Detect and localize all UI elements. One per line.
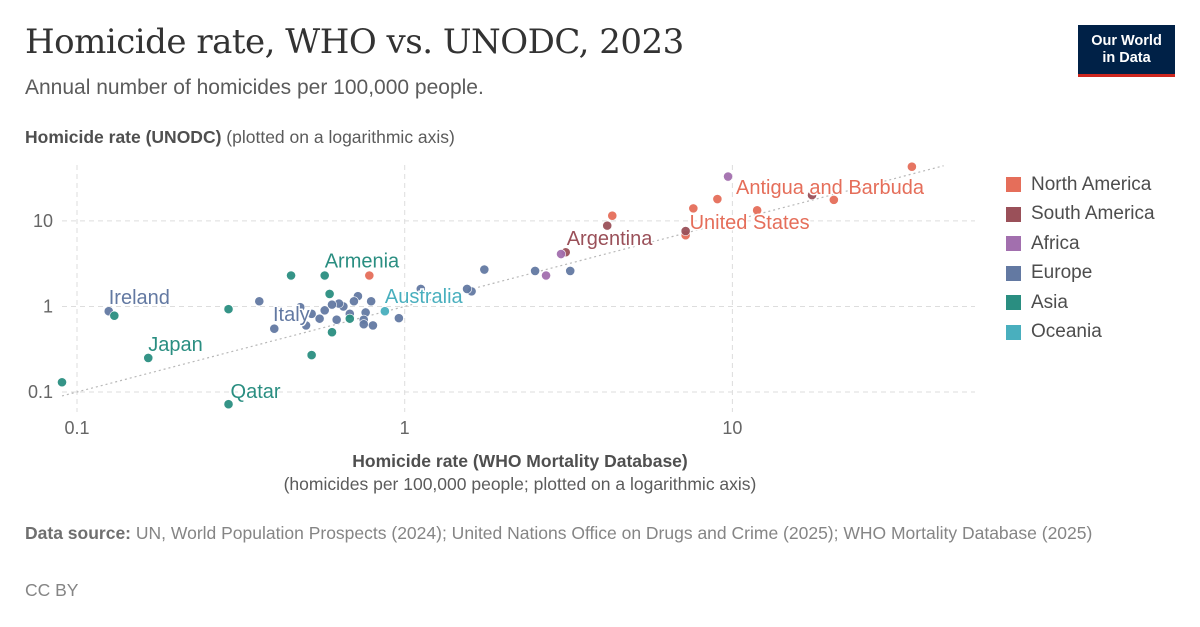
- y-tick-label: 0.1: [28, 382, 53, 402]
- data-point-asia[interactable]: [344, 313, 355, 324]
- data-point-north-america[interactable]: [828, 194, 839, 205]
- x-tick-label: 0.1: [64, 418, 89, 438]
- data-source: Data source: UN, World Population Prospe…: [25, 522, 1165, 546]
- data-point-europe[interactable]: [479, 264, 490, 275]
- data-point-asia[interactable]: [324, 289, 335, 299]
- logo-line-2: in Data: [1102, 50, 1151, 66]
- point-label-qatar: Qatar: [231, 381, 281, 403]
- legend-item-europe[interactable]: Europe: [1006, 259, 1155, 289]
- data-point-asia[interactable]: [327, 327, 337, 338]
- data-point-north-america[interactable]: [712, 194, 723, 204]
- y-axis-label: Homicide rate (UNODC) (plotted on a loga…: [25, 127, 455, 148]
- y-axis-label-note: (plotted on a logarithmic axis): [226, 127, 455, 147]
- reference-line-y-equals-x: [61, 165, 944, 397]
- data-point-europe[interactable]: [295, 302, 306, 313]
- point-label-italy: Italy: [273, 304, 310, 326]
- point-label-ireland: Ireland: [109, 287, 170, 309]
- point-label-argentina: Argentina: [567, 228, 653, 250]
- x-tick-label: 1: [400, 418, 410, 438]
- legend-item-africa[interactable]: Africa: [1006, 229, 1155, 259]
- data-point-north-america[interactable]: [906, 161, 917, 172]
- legend-swatch: [1006, 324, 1021, 340]
- data-point-asia[interactable]: [286, 270, 296, 281]
- legend-label: Africa: [1031, 232, 1080, 254]
- data-point-asia[interactable]: [57, 377, 67, 388]
- data-point-europe[interactable]: [319, 305, 330, 316]
- legend-item-asia[interactable]: Asia: [1006, 288, 1155, 318]
- data-point-asia[interactable]: [223, 399, 234, 410]
- chart-subtitle: Annual number of homicides per 100,000 p…: [25, 76, 484, 99]
- legend: North America South America Africa Europe As…: [1006, 170, 1155, 347]
- legend-swatch: [1006, 265, 1021, 281]
- data-point-oceania[interactable]: [379, 306, 390, 317]
- chart-title: Homicide rate, WHO vs. UNODC, 2023: [25, 22, 684, 62]
- data-point-north-america[interactable]: [688, 203, 699, 214]
- point-labels: Antigua and Barbuda United States Argentin…: [107, 176, 926, 405]
- legend-label: Europe: [1031, 262, 1093, 284]
- data-point-europe[interactable]: [269, 323, 280, 334]
- legend-label: North America: [1031, 173, 1152, 195]
- x-axis-label-bold: Homicide rate (WHO Mortality Database): [352, 451, 688, 471]
- data-point-africa[interactable]: [541, 270, 551, 281]
- data-point-europe[interactable]: [327, 299, 337, 310]
- legend-item-oceania[interactable]: Oceania: [1006, 318, 1155, 348]
- data-point-asia[interactable]: [319, 270, 330, 281]
- point-label-australia: Australia: [385, 286, 464, 308]
- x-axis-label-note: (homicides per 100,000 people; plotted o…: [283, 474, 757, 494]
- legend-label: South America: [1031, 203, 1155, 225]
- legend-item-north-america[interactable]: North America: [1006, 170, 1155, 200]
- data-point-north-america[interactable]: [752, 205, 763, 216]
- legend-swatch: [1006, 236, 1021, 252]
- data-point-europe[interactable]: [306, 308, 317, 319]
- data-point-south-america[interactable]: [807, 190, 817, 201]
- data-point-asia[interactable]: [306, 350, 317, 360]
- data-point-europe[interactable]: [368, 320, 378, 331]
- data-point-asia[interactable]: [223, 304, 234, 315]
- legend-label: Oceania: [1031, 321, 1102, 343]
- y-tick-label: 10: [33, 211, 53, 231]
- data-point-europe[interactable]: [301, 320, 311, 331]
- data-point-europe[interactable]: [415, 284, 426, 294]
- data-point-europe[interactable]: [530, 266, 540, 276]
- tick-labels: 0.1 1 10 0.1 1 10: [28, 211, 742, 438]
- data-point-europe[interactable]: [462, 284, 472, 294]
- point-label-japan: Japan: [148, 334, 203, 356]
- data-point-north-america[interactable]: [607, 210, 618, 221]
- data-point-africa[interactable]: [556, 249, 566, 259]
- data-point-europe[interactable]: [366, 296, 377, 307]
- legend-swatch: [1006, 295, 1021, 311]
- logo-line-1: Our World: [1091, 33, 1162, 49]
- point-label-armenia: Armenia: [325, 250, 400, 272]
- data-point-europe[interactable]: [358, 319, 369, 330]
- legend-swatch: [1006, 177, 1021, 193]
- legend-label: Asia: [1031, 291, 1068, 313]
- x-tick-label: 10: [722, 418, 742, 438]
- legend-swatch: [1006, 206, 1021, 222]
- data-point-africa[interactable]: [723, 171, 733, 182]
- data-point-europe[interactable]: [393, 313, 404, 324]
- y-tick-label: 1: [43, 296, 53, 316]
- y-axis-label-bold: Homicide rate (UNODC): [25, 127, 222, 147]
- owid-logo[interactable]: Our World in Data: [1078, 25, 1175, 77]
- data-point-north-america[interactable]: [364, 270, 375, 281]
- point-label-antigua-and-barbuda: Antigua and Barbuda: [736, 177, 925, 199]
- data-point-south-america[interactable]: [602, 220, 613, 231]
- x-axis-label: Homicide rate (WHO Mortality Database) (…: [220, 450, 820, 496]
- data-point-asia[interactable]: [109, 310, 120, 321]
- point-label-united-states: United States: [690, 212, 810, 234]
- data-source-label: Data source:: [25, 523, 132, 543]
- data-point-europe[interactable]: [349, 296, 359, 307]
- data-point-south-america[interactable]: [680, 226, 691, 236]
- data-source-text: UN, World Population Prospects (2024); U…: [135, 523, 1093, 543]
- data-point-europe[interactable]: [565, 266, 576, 276]
- data-point-asia[interactable]: [143, 353, 154, 363]
- grid-lines: [62, 165, 975, 412]
- data-point-europe[interactable]: [254, 296, 265, 307]
- legend-item-south-america[interactable]: South America: [1006, 200, 1155, 230]
- data-point-europe[interactable]: [314, 313, 325, 324]
- data-point-europe[interactable]: [331, 314, 342, 325]
- license: CC BY: [25, 580, 79, 600]
- data-points: [57, 161, 917, 410]
